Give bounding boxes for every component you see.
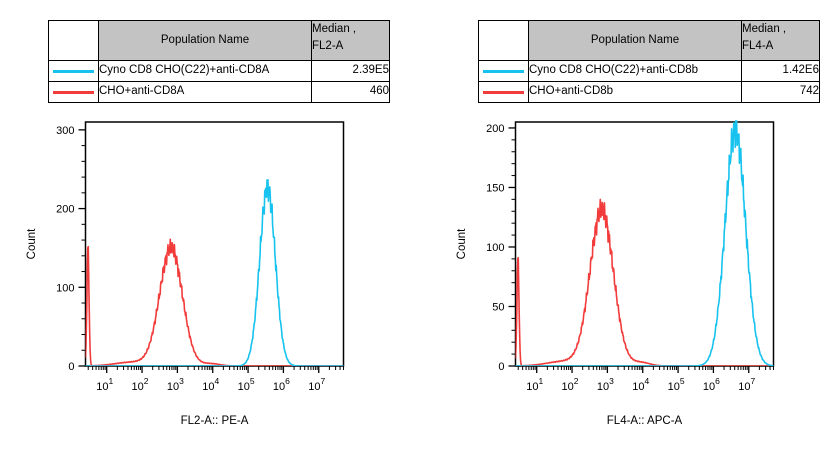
median-header-line1: Median , [312, 23, 357, 35]
svg-text:105: 105 [238, 376, 255, 393]
swatch-header-cell [478, 20, 529, 61]
median-header-line1: Median , [742, 23, 787, 35]
svg-text:103: 103 [167, 376, 184, 393]
median-value: 1.42E6 [741, 60, 820, 82]
svg-text:106: 106 [273, 376, 290, 393]
series-swatch-cell [478, 60, 529, 82]
svg-text:102: 102 [562, 376, 579, 393]
cyan-line-swatch [483, 69, 524, 73]
svg-text:FL4-A:: APC-A: FL4-A:: APC-A [607, 415, 683, 427]
population-name: CHO+anti-CD8A [98, 81, 312, 103]
table-row: Cyno CD8 CHO(C22)+anti-CD8A 2.39E5 [48, 60, 390, 82]
panel-fl4: Population Name Median , FL4-A Cyno CD8 … [430, 0, 834, 453]
svg-text:104: 104 [202, 376, 219, 393]
median-value: 2.39E5 [311, 60, 390, 82]
svg-text:150: 150 [486, 182, 504, 194]
legend-table-fl2: Population Name Median , FL2-A Cyno CD8 … [48, 20, 390, 103]
median-value: 460 [311, 81, 390, 103]
svg-text:Count: Count [456, 228, 468, 259]
svg-text:FL2-A:: PE-A: FL2-A:: PE-A [181, 415, 249, 427]
median-header-line2: FL4-A [742, 40, 774, 53]
population-name-header: Population Name [528, 20, 742, 61]
svg-text:Count: Count [26, 228, 38, 259]
svg-text:104: 104 [632, 376, 649, 393]
svg-text:200: 200 [486, 123, 504, 135]
panel-fl2: Population Name Median , FL2-A Cyno CD8 … [26, 20, 390, 427]
median-header: Median , FL4-A [741, 20, 820, 61]
svg-text:300: 300 [56, 125, 74, 137]
series-swatch-cell [48, 81, 99, 103]
svg-text:100: 100 [486, 242, 504, 254]
median-value: 742 [741, 81, 820, 103]
svg-text:0: 0 [68, 361, 74, 373]
svg-text:200: 200 [56, 204, 74, 216]
svg-text:103: 103 [597, 376, 614, 393]
series-swatch-cell [478, 81, 529, 103]
population-name: CHO+anti-CD8b [528, 81, 742, 103]
swatch-header-cell [48, 20, 99, 61]
cyan-line-swatch [53, 69, 94, 73]
legend-table-fl4: Population Name Median , FL4-A Cyno CD8 … [478, 20, 820, 103]
median-header: Median , FL2-A [311, 20, 390, 61]
svg-text:101: 101 [526, 376, 543, 393]
table-row: CHO+anti-CD8A 460 [48, 81, 390, 103]
table-row: Cyno CD8 CHO(C22)+anti-CD8b 1.42E6 [478, 60, 820, 82]
svg-text:106: 106 [703, 376, 720, 393]
red-line-swatch [53, 90, 94, 94]
svg-text:50: 50 [492, 301, 504, 313]
median-header-line2: FL2-A [312, 40, 344, 53]
svg-text:0: 0 [498, 361, 504, 373]
red-line-swatch [483, 90, 524, 94]
population-name-header: Population Name [98, 20, 312, 61]
svg-text:105: 105 [668, 376, 685, 393]
svg-text:101: 101 [96, 376, 113, 393]
svg-text:102: 102 [132, 376, 149, 393]
population-name: Cyno CD8 CHO(C22)+anti-CD8A [98, 60, 312, 82]
population-name: Cyno CD8 CHO(C22)+anti-CD8b [528, 60, 742, 82]
series-swatch-cell [48, 60, 99, 82]
svg-text:100: 100 [56, 282, 74, 294]
svg-text:107: 107 [308, 376, 325, 393]
table-row: CHO+anti-CD8b 742 [478, 81, 820, 103]
svg-text:107: 107 [738, 376, 755, 393]
